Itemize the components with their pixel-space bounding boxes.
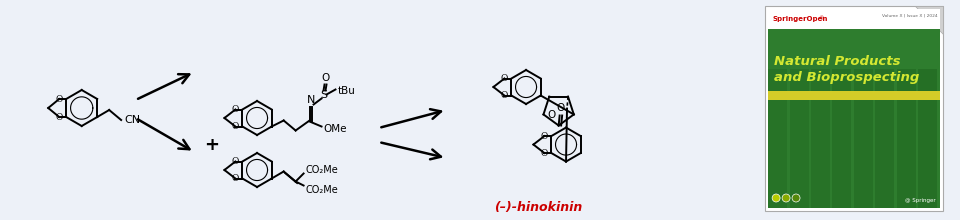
FancyBboxPatch shape	[832, 69, 852, 208]
Text: O: O	[231, 157, 239, 166]
Text: O: O	[540, 132, 548, 141]
FancyBboxPatch shape	[853, 69, 873, 208]
Text: N: N	[306, 95, 315, 104]
FancyBboxPatch shape	[768, 91, 940, 100]
Text: O: O	[556, 103, 564, 112]
Text: O: O	[501, 74, 508, 83]
Text: CN: CN	[124, 115, 140, 125]
Text: CO₂Me: CO₂Me	[305, 165, 338, 174]
Polygon shape	[915, 6, 943, 34]
FancyBboxPatch shape	[876, 69, 895, 208]
Text: Volume X | Issue X | 2024: Volume X | Issue X | 2024	[882, 13, 938, 17]
Text: S: S	[320, 90, 327, 99]
Text: and Bioprospecting: and Bioprospecting	[774, 70, 920, 84]
Text: O: O	[231, 105, 239, 114]
FancyBboxPatch shape	[789, 69, 808, 208]
FancyBboxPatch shape	[897, 69, 916, 208]
Text: O: O	[56, 95, 62, 103]
Text: +: +	[204, 136, 219, 154]
FancyBboxPatch shape	[768, 69, 787, 208]
Text: Natural Products: Natural Products	[774, 55, 900, 68]
Circle shape	[792, 194, 800, 202]
Text: O: O	[56, 112, 62, 121]
FancyBboxPatch shape	[918, 69, 937, 208]
Text: CO₂Me: CO₂Me	[305, 185, 338, 194]
Text: ®: ®	[818, 16, 824, 22]
Text: O: O	[501, 91, 508, 100]
Text: O: O	[547, 110, 556, 120]
Text: tBu: tBu	[338, 86, 355, 95]
Text: SpringerOpen: SpringerOpen	[772, 16, 828, 22]
FancyBboxPatch shape	[768, 9, 940, 208]
FancyBboxPatch shape	[765, 6, 943, 211]
Text: O: O	[231, 174, 239, 183]
Text: (–)-hinokinin: (–)-hinokinin	[493, 200, 582, 213]
Text: @ Springer: @ Springer	[905, 198, 936, 202]
Circle shape	[782, 194, 790, 202]
FancyBboxPatch shape	[768, 9, 940, 29]
Circle shape	[772, 194, 780, 202]
Text: O: O	[322, 73, 329, 82]
Text: O: O	[540, 148, 548, 158]
Text: O: O	[231, 122, 239, 131]
FancyBboxPatch shape	[811, 69, 830, 208]
Text: OMe: OMe	[324, 123, 347, 134]
